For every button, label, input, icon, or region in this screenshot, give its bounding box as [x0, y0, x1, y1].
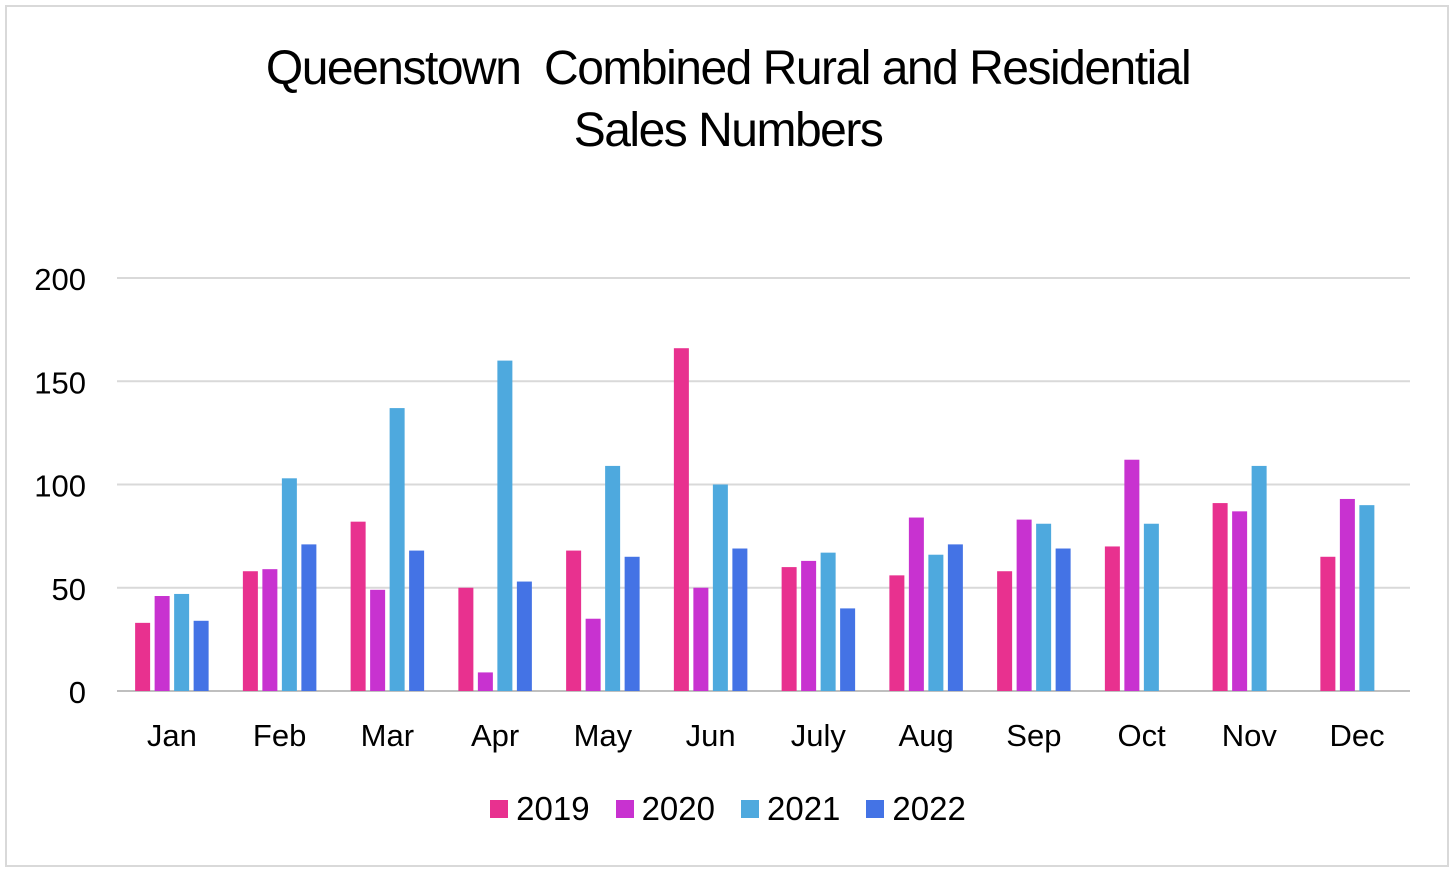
bar-sep-2021	[1036, 523, 1052, 691]
y-tick-label: 50	[52, 572, 86, 607]
legend-item-2022: 2022	[866, 790, 966, 828]
x-tick-label: July	[791, 718, 847, 753]
bar-sep-2022	[1055, 548, 1071, 691]
legend: 2019 2020 2021 2022	[0, 790, 1456, 828]
x-tick-label: Feb	[253, 718, 306, 753]
bar-feb-2021	[281, 478, 297, 691]
bar-jun-2022	[732, 548, 748, 691]
bar-feb-2019	[242, 571, 258, 691]
bar-may-2019	[566, 550, 582, 691]
y-tick-label: 0	[69, 675, 86, 710]
y-axis-ticks: 0 50 100 150 200	[34, 262, 86, 710]
bar-jun-2021	[712, 484, 728, 691]
bar-apr-2022	[516, 581, 532, 691]
bar-mar-2019	[350, 521, 366, 691]
legend-item-2021: 2021	[741, 790, 840, 828]
legend-swatch	[866, 800, 885, 818]
x-tick-label: Aug	[899, 718, 954, 753]
bar-mar-2022	[409, 550, 425, 691]
bar-apr-2021	[497, 360, 513, 691]
bar-jan-2020	[154, 596, 170, 691]
x-tick-label: May	[574, 718, 633, 753]
bar-feb-2022	[301, 544, 317, 691]
bar-apr-2020	[477, 672, 493, 691]
x-tick-label: Jun	[686, 718, 736, 753]
bar-mar-2020	[370, 589, 386, 691]
legend-label: 2021	[767, 790, 841, 827]
x-tick-label: Sep	[1006, 718, 1061, 753]
x-tick-label: Jan	[147, 718, 197, 753]
x-axis-ticks: Jan Feb Mar Apr May Jun July Aug Sep Oct Nov Dec	[147, 718, 1385, 753]
bar-dec-2020	[1339, 498, 1355, 691]
bar-may-2020	[585, 618, 601, 691]
bar-oct-2020	[1124, 459, 1140, 691]
chart-frame	[5, 5, 1449, 867]
bars	[135, 348, 1375, 691]
bar-dec-2021	[1359, 505, 1375, 691]
bar-july-2021	[820, 552, 836, 691]
bar-sep-2020	[1016, 519, 1032, 691]
bar-jan-2022	[193, 620, 209, 691]
legend-swatch	[490, 800, 509, 818]
bar-jun-2019	[673, 348, 689, 691]
bar-nov-2021	[1251, 465, 1267, 691]
bar-aug-2019	[889, 575, 905, 691]
bar-oct-2019	[1104, 546, 1120, 691]
legend-swatch	[741, 800, 759, 818]
bar-jun-2020	[693, 587, 709, 691]
x-tick-label: Apr	[471, 718, 519, 753]
bar-mar-2021	[389, 408, 405, 691]
bar-july-2020	[801, 560, 817, 691]
x-tick-label: Mar	[361, 718, 414, 753]
legend-label: 2022	[892, 790, 966, 827]
legend-item-2020: 2020	[615, 790, 715, 828]
bar-may-2022	[624, 556, 640, 691]
bar-aug-2021	[928, 554, 944, 691]
legend-label: 2020	[641, 790, 715, 827]
bar-apr-2019	[458, 587, 474, 691]
legend-swatch	[615, 800, 634, 818]
x-tick-label: Nov	[1222, 718, 1278, 753]
chart-title: Queenstown Combined Rural and Residentia…	[0, 38, 1456, 162]
bar-jan-2019	[135, 622, 151, 691]
legend-label: 2019	[516, 790, 590, 827]
chart-title-line-1: Queenstown Combined Rural and Residentia…	[265, 42, 1192, 95]
bar-jan-2021	[174, 593, 190, 691]
y-tick-label: 150	[34, 365, 86, 400]
y-tick-label: 100	[34, 469, 86, 504]
chart-title-line-2: Sales Numbers	[573, 104, 884, 157]
bar-oct-2021	[1143, 523, 1159, 691]
bar-aug-2022	[947, 544, 963, 691]
bar-sep-2019	[997, 571, 1013, 691]
gridlines	[117, 277, 1410, 692]
bar-july-2019	[781, 567, 797, 691]
y-tick-label: 200	[34, 262, 86, 297]
bar-aug-2020	[908, 517, 924, 691]
bar-dec-2019	[1320, 556, 1336, 691]
bar-may-2021	[605, 465, 621, 691]
bar-nov-2019	[1212, 503, 1228, 691]
x-tick-label: Dec	[1330, 718, 1385, 753]
bar-nov-2020	[1232, 511, 1248, 691]
x-tick-label: Oct	[1118, 718, 1167, 753]
legend-item-2019: 2019	[490, 790, 590, 828]
bar-feb-2020	[262, 569, 278, 691]
bar-july-2022	[840, 608, 856, 691]
